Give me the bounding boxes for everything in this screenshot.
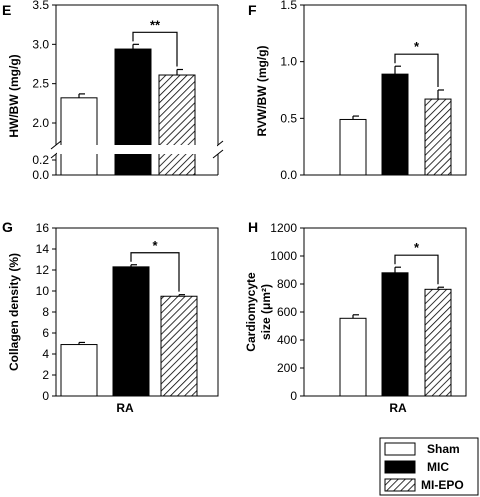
significance-bracket-e [132,31,178,67]
panel-label-e: E [2,2,11,18]
significance-bracket-g [130,252,180,292]
significance-label-e: ** [150,17,161,32]
significance-label-h: * [414,240,420,255]
y-tick-label-g-7: 14 [36,242,50,256]
y-axis-label-h-line2: size (μm²) [259,284,273,340]
y-tick-label-h-5: 1000 [270,249,297,263]
bar-sham-h [339,317,367,397]
y-tick-label-f-0: 0.0 [280,168,297,182]
y-tick-label-g-6: 12 [36,263,50,277]
y-tick-label-e-low-0: 0.0 [32,168,49,182]
y-axis-label-h-line1: Cardiomycyte [244,272,258,352]
y-tick-label-h-0: 0 [290,389,297,403]
legend-label-mic: MIC [427,460,449,474]
legend-swatch-mi-epo [384,478,416,492]
bar-mic-h [381,272,409,397]
bar-mic-e [114,48,152,176]
legend-label-sham: Sham [427,442,460,456]
y-tick-label-e-high-2: 3.0 [32,37,49,51]
y-axis-label-e: HW/BW (mg/g) [7,54,21,137]
x-axis-label-g: RA [116,401,134,415]
legend-label-mi-epo: MI-EPO [421,478,464,492]
y-tick-label-e-low-1: 0.2 [32,153,49,167]
y-tick-label-h-6: 1200 [270,221,297,235]
y-tick-label-e-high-1: 2.5 [32,77,49,91]
y-tick-label-h-2: 400 [277,333,297,347]
y-tick-label-g-5: 10 [36,284,50,298]
axis-break-mark-e-1b [212,149,224,159]
y-tick-label-g-1: 2 [42,368,49,382]
y-tick-label-f-3: 1.5 [280,0,297,12]
y-tick-label-h-3: 600 [277,305,297,319]
significance-label-g: * [152,238,158,253]
bar-sham-e [60,97,98,176]
panel-label-g: G [2,219,13,235]
bar-mi-epo-g [160,295,198,397]
axis-break-mark-e-0a [50,140,62,150]
y-tick-label-g-2: 4 [42,347,49,361]
bar-mi-epo-e [158,74,196,176]
y-tick-label-g-0: 0 [42,389,49,403]
y-tick-label-g-3: 6 [42,326,49,340]
panel-label-f: F [248,2,257,18]
significance-bracket-h [394,254,439,285]
y-tick-label-g-8: 16 [36,221,50,235]
y-axis-label-g: Collagen density (%) [7,253,21,371]
bar-sham-g [60,344,98,397]
legend-swatch-mic [384,460,416,474]
bar-mi-epo-f [424,98,452,176]
y-tick-label-e-high-3: 3.5 [32,0,49,12]
bar-sham-f [339,118,367,176]
legend-swatch-sham [384,442,416,456]
x-axis-label-h: RA [389,401,407,415]
y-tick-label-f-1: 0.5 [280,111,297,125]
y-tick-label-h-4: 800 [277,277,297,291]
panel-label-h: H [248,219,258,235]
bar-mic-g [112,266,150,397]
bar-mic-f [381,73,409,176]
axis-break-band-e [57,145,217,154]
bar-mi-epo-h [424,288,452,397]
significance-label-f: * [414,39,420,54]
y-axis-label-f: RVW/BW (mg/g) [255,45,269,136]
y-tick-label-h-1: 200 [277,361,297,375]
significance-bracket-f [394,53,439,87]
y-tick-label-g-4: 8 [42,305,49,319]
y-tick-label-f-2: 1.0 [280,55,297,69]
y-tick-label-e-high-0: 2.0 [32,116,49,130]
